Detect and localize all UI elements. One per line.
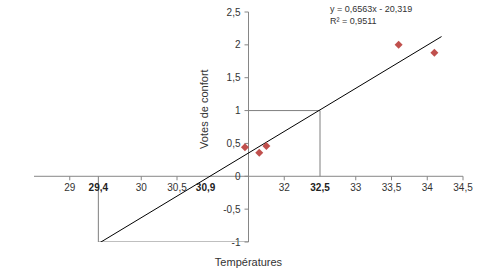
y-tick [245, 44, 249, 45]
data-point [430, 49, 438, 57]
x-tick-label: 29 [64, 182, 76, 193]
y-tick-label: 0 [235, 171, 241, 182]
x-tick-label: 30 [136, 182, 148, 193]
y-axis-title: Votes de confort [198, 69, 210, 148]
x-tick [355, 176, 356, 180]
chart: 293030,5323333,53434,5-1-0,500,511,522,5… [0, 0, 480, 275]
y-axis [248, 12, 249, 242]
guide-horizontal [249, 110, 321, 111]
x-tick-label: 34 [422, 182, 434, 193]
x-tick [391, 176, 392, 180]
x-tick [427, 176, 428, 180]
y-tick-label: 2,5 [227, 7, 241, 18]
y-tick [245, 176, 249, 177]
y-tick-label: 0,5 [227, 138, 241, 149]
guide-horizontal [98, 242, 248, 243]
data-point [262, 142, 270, 150]
trend-equation: y = 0,6563x - 20,319 [330, 4, 412, 14]
y-tick-label: 2 [235, 39, 241, 50]
plot-marks [98, 37, 441, 242]
y-tick-label: 1,5 [227, 72, 241, 83]
x-tick [463, 176, 464, 180]
y-tick-label: -0,5 [223, 204, 241, 215]
trend-line [98, 37, 441, 242]
x-tick-label: 33 [350, 182, 362, 193]
x-tick [177, 176, 178, 180]
annotation-label: 29,4 [89, 182, 109, 193]
y-tick [245, 110, 249, 111]
data-point [241, 143, 249, 151]
x-tick [69, 176, 70, 180]
annotation-label: 32,5 [310, 182, 330, 193]
x-tick [284, 176, 285, 180]
x-axis-title: Températures [215, 256, 283, 268]
trend-r2: R² = 0,9511 [330, 16, 377, 26]
data-point [255, 149, 263, 157]
y-tick [245, 77, 249, 78]
x-tick-label: 32 [279, 182, 291, 193]
x-tick-label: 33,5 [382, 182, 402, 193]
x-tick [141, 176, 142, 180]
y-tick [245, 12, 249, 13]
guide-vertical [320, 111, 321, 177]
annotation-label: 30,9 [196, 182, 216, 193]
y-tick [245, 209, 249, 210]
data-point [395, 41, 403, 49]
x-tick-label: 34,5 [453, 182, 473, 193]
y-tick-label: 1 [235, 105, 241, 116]
